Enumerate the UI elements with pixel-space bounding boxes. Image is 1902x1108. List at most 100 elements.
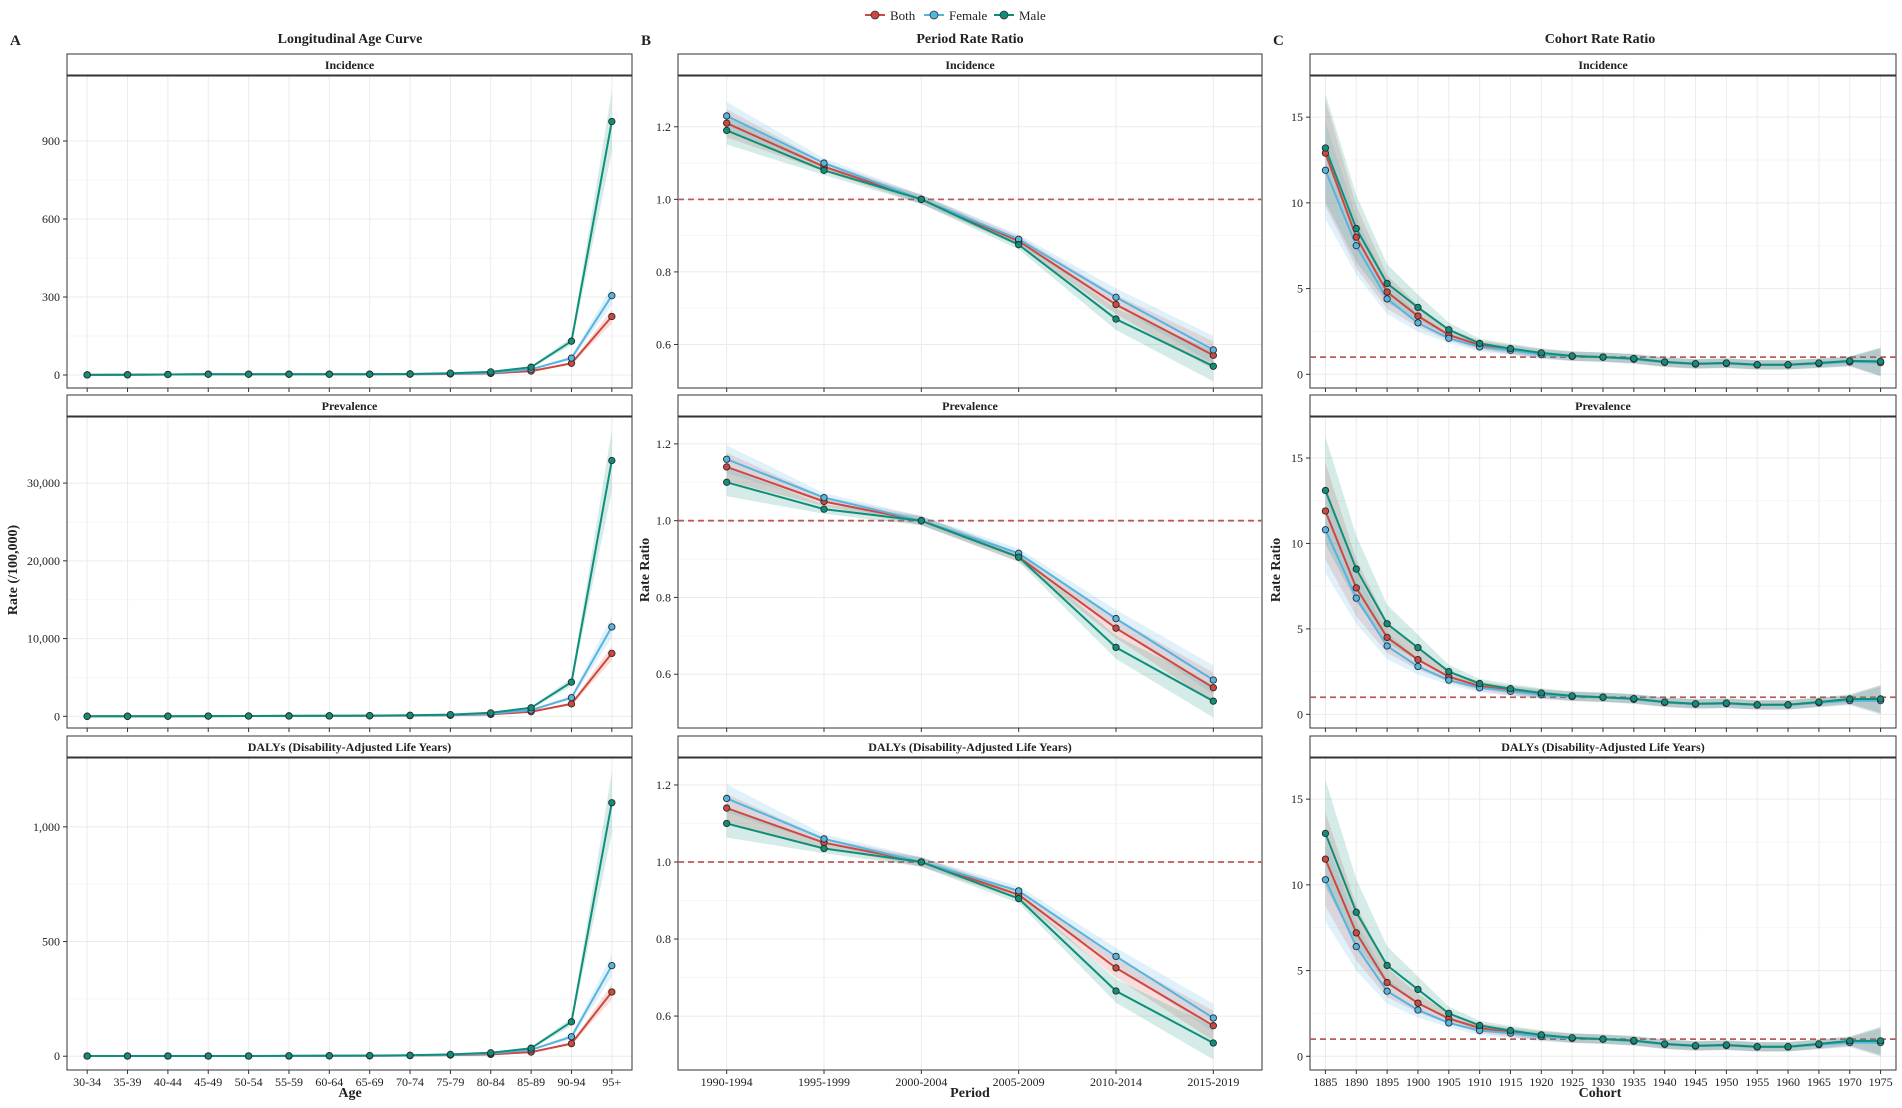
panel-1-3-point-male [527, 1044, 535, 1052]
panel-2-1-point-male [1209, 362, 1217, 370]
panel-3-1-point-male [1568, 352, 1576, 360]
panel-2-2-series-line-female [726, 458, 1214, 681]
panel-2-1-point-male [1112, 315, 1120, 323]
panel-2-3-point-female [1209, 1014, 1217, 1022]
panel-3-3-xtick-label: 1920 [1529, 1075, 1553, 1089]
panel-1-1-ytick-label: 0 [54, 368, 60, 382]
panel-2-3-xtick-label: 2000-2004 [895, 1075, 947, 1089]
panel-3-1-point-male [1445, 326, 1453, 334]
panel-letter-b: B [641, 33, 651, 49]
panel-1-3-point-both [608, 988, 616, 996]
panel-2-3-ci-band-male [726, 809, 1214, 1060]
panel-1-2-point-male [366, 711, 374, 720]
panel-2-3-point-male [1015, 894, 1023, 903]
panel-3-2-point-male [1815, 698, 1823, 706]
panel-3-3-point-female [1445, 1019, 1453, 1027]
panel-1-2-strip [66, 394, 633, 417]
panel-2-1-point-female [1209, 346, 1217, 354]
panel-3-3-point-male [1784, 1043, 1792, 1051]
panel-1-3: DALYs (Disability-Adjusted Life Years) 0 5… [33, 735, 633, 1089]
panel-1-2-point-male [204, 712, 212, 720]
panel-1-1-point-male [567, 337, 576, 345]
legend-entry-male: Male [994, 8, 1046, 23]
panel-3-3: DALYs (Disability-Adjusted Life Years) 0 5… [1291, 735, 1897, 1089]
panel-2-1-ytick-label: 1.2 [656, 120, 671, 134]
panel-2-3-point-male [723, 819, 731, 828]
panel-2-1-point-both [723, 119, 731, 127]
panel-3-2-point-male [1475, 679, 1484, 688]
panel-3-2-ytick-label: 0 [1297, 707, 1303, 721]
panel-3-1-point-male [1506, 344, 1515, 353]
panel-3-3-point-female [1352, 942, 1360, 951]
panel-3-1-strip-title: Incidence [1578, 58, 1628, 72]
panel-2-2-point-male [820, 505, 828, 513]
panel-3-3-xtick-label: 1965 [1807, 1075, 1831, 1089]
panel-1-3-xtick-label: 70-74 [396, 1075, 424, 1089]
panel-2-1-point-female [723, 112, 731, 120]
panel-3-2-point-male [1661, 698, 1669, 706]
panel-1-1-point-both [608, 312, 616, 321]
panel-3-1-point-male [1599, 353, 1607, 361]
panel-2-1-point-female [820, 159, 828, 167]
panel-2-3-ytick-label: 0.6 [656, 1009, 671, 1023]
panel-2-2-strip [677, 394, 1263, 417]
panel-2-2-point-both [1112, 624, 1120, 632]
panel-3-1-ytick-label: 0 [1297, 367, 1303, 381]
panel-3-2-point-male [1753, 701, 1761, 709]
panel-3-3-xtick-label: 1935 [1622, 1075, 1646, 1089]
panel-1-3-xtick-label: 80-84 [477, 1075, 505, 1089]
panel-3-1-point-male [1753, 361, 1761, 369]
panel-2-1-point-female [1112, 293, 1120, 301]
panel-2-3-xtick-label: 2005-2009 [993, 1075, 1045, 1089]
panel-1-1-point-male [204, 370, 212, 378]
panel-3-2-point-male [1445, 667, 1453, 676]
panel-1-1-point-male [285, 370, 293, 378]
panel-2-2-frame [677, 416, 1263, 729]
panel-1-3-point-male [244, 1052, 253, 1060]
panel-3-3-point-male [1352, 908, 1360, 916]
panel-3-3-point-male [1815, 1040, 1823, 1048]
panel-3-2-point-male [1784, 701, 1792, 709]
panel-2-2-point-female [723, 455, 731, 463]
panel-3-2-ytick-label: 5 [1297, 622, 1303, 636]
panel-3-1-point-male [1784, 361, 1792, 369]
panel-1-1-ytick-label: 300 [42, 290, 60, 304]
legend-entry-female: Female [924, 8, 987, 23]
panel-3-2-point-male [1321, 486, 1330, 495]
panel-3-3-ytick-label: 0 [1297, 1049, 1303, 1063]
panel-3-3-xtick-label: 1890 [1344, 1075, 1368, 1089]
panel-3-2-point-male [1691, 700, 1700, 708]
panel-1-3-xtick-label: 90-94 [557, 1075, 585, 1089]
panel-1-1-ytick-label: 900 [42, 134, 60, 148]
panel-3-3-xtick-label: 1975 [1869, 1075, 1893, 1089]
panel-3-1-ytick-label: 15 [1291, 110, 1303, 124]
panel-2-3-series-line-both [726, 807, 1214, 1027]
panel-1-3-point-male [406, 1051, 414, 1059]
panel-3-1-point-male [1691, 360, 1700, 368]
panel-1-2-series-line-male [87, 460, 613, 718]
panel-1-3-point-female [567, 1033, 576, 1041]
panel-1-2-point-male [123, 712, 132, 720]
panel-1-1-point-male [406, 370, 414, 378]
panel-2-1-point-both [1112, 300, 1120, 309]
panel-1-1-point-male [487, 368, 495, 376]
panel-3-3-xtick-label: 1905 [1437, 1075, 1461, 1089]
panel-3-2: Prevalence 0 5 10 15 [1291, 394, 1897, 732]
panel-2-2-ytick-label: 1.2 [656, 437, 671, 451]
legend-label-male: Male [1019, 8, 1046, 23]
panel-1-3-ytick-label: 1,000 [33, 820, 60, 834]
panel-2-2-point-both [1209, 684, 1217, 692]
panel-3-3-point-male [1383, 961, 1391, 970]
panel-3-2-point-both [1321, 507, 1330, 515]
panel-2-1-ytick-label: 1.0 [656, 192, 671, 206]
panel-1-3-frame [66, 757, 633, 1071]
panel-1-2-series-line-female [87, 626, 613, 718]
panel-2-3-series-line-female [726, 797, 1214, 1019]
panel-2-3-point-female [1015, 887, 1023, 895]
panel-1-2-point-female [608, 623, 616, 631]
panel-1-3-xtick-label: 75-79 [436, 1075, 464, 1089]
panel-2-2-point-male [1112, 643, 1120, 652]
panel-3-3-point-male [1414, 985, 1422, 994]
panel-1-1-point-male [325, 370, 333, 378]
